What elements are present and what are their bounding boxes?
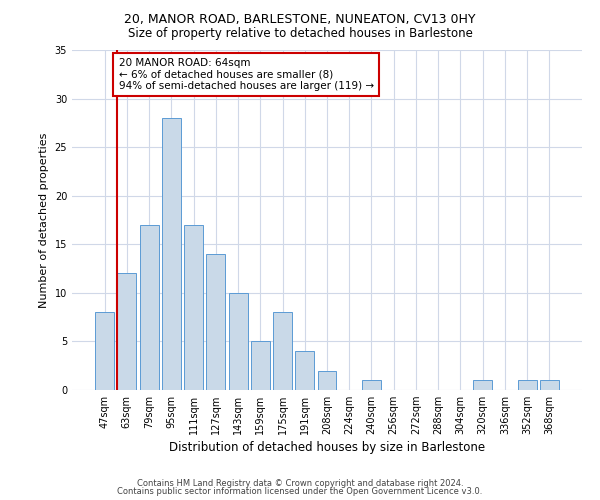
Text: Size of property relative to detached houses in Barlestone: Size of property relative to detached ho… bbox=[128, 28, 472, 40]
Bar bbox=[473, 380, 492, 390]
X-axis label: Distribution of detached houses by size in Barlestone: Distribution of detached houses by size … bbox=[169, 442, 485, 454]
Bar bbox=[140, 225, 158, 390]
Bar bbox=[273, 312, 292, 390]
Text: 20 MANOR ROAD: 64sqm
← 6% of detached houses are smaller (8)
94% of semi-detache: 20 MANOR ROAD: 64sqm ← 6% of detached ho… bbox=[119, 58, 374, 91]
Text: Contains HM Land Registry data © Crown copyright and database right 2024.: Contains HM Land Registry data © Crown c… bbox=[137, 478, 463, 488]
Bar bbox=[184, 225, 203, 390]
Text: Contains public sector information licensed under the Open Government Licence v3: Contains public sector information licen… bbox=[118, 487, 482, 496]
Bar bbox=[118, 274, 136, 390]
Text: 20, MANOR ROAD, BARLESTONE, NUNEATON, CV13 0HY: 20, MANOR ROAD, BARLESTONE, NUNEATON, CV… bbox=[124, 12, 476, 26]
Bar bbox=[518, 380, 536, 390]
Bar bbox=[540, 380, 559, 390]
Bar bbox=[251, 342, 270, 390]
Bar bbox=[229, 293, 248, 390]
Bar bbox=[295, 351, 314, 390]
Bar bbox=[362, 380, 381, 390]
Bar bbox=[95, 312, 114, 390]
Bar bbox=[317, 370, 337, 390]
Y-axis label: Number of detached properties: Number of detached properties bbox=[39, 132, 49, 308]
Bar bbox=[162, 118, 181, 390]
Bar bbox=[206, 254, 225, 390]
